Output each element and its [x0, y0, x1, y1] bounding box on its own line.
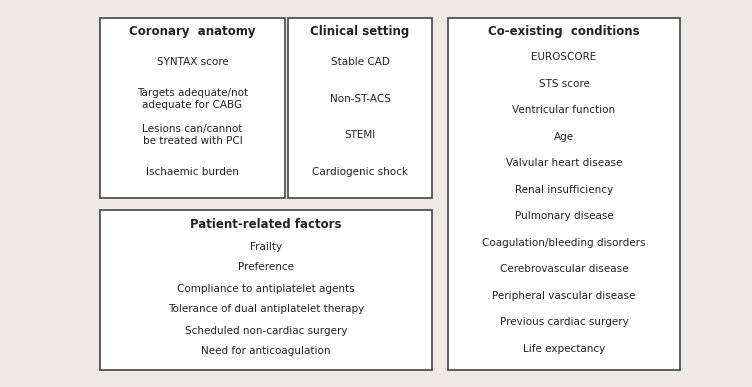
Text: STEMI: STEMI	[344, 130, 376, 140]
Text: Life expectancy: Life expectancy	[523, 344, 605, 354]
Text: Pulmonary disease: Pulmonary disease	[514, 211, 614, 221]
Bar	[100, 18, 285, 198]
Text: Lesions can/cannot
be treated with PCI: Lesions can/cannot be treated with PCI	[142, 125, 243, 146]
Text: Compliance to antiplatelet agents: Compliance to antiplatelet agents	[177, 284, 355, 293]
Text: Coronary  anatomy: Coronary anatomy	[129, 26, 256, 38]
Text: Ventricular function: Ventricular function	[512, 105, 616, 115]
Text: Frailty: Frailty	[250, 241, 282, 252]
Text: Scheduled non-cardiac surgery: Scheduled non-cardiac surgery	[185, 325, 347, 336]
Text: EUROSCORE: EUROSCORE	[532, 52, 596, 62]
Bar	[448, 18, 680, 370]
Bar	[100, 210, 432, 370]
Text: Age: Age	[554, 132, 574, 142]
Text: Cerebrovascular disease: Cerebrovascular disease	[500, 264, 628, 274]
Text: Co-existing  conditions: Co-existing conditions	[488, 26, 640, 38]
Text: Need for anticoagulation: Need for anticoagulation	[202, 346, 331, 356]
Text: Peripheral vascular disease: Peripheral vascular disease	[493, 291, 635, 301]
Text: Clinical setting: Clinical setting	[311, 26, 410, 38]
Text: Non-ST-ACS: Non-ST-ACS	[329, 94, 390, 104]
Text: SYNTAX score: SYNTAX score	[156, 57, 229, 67]
Text: STS score: STS score	[538, 79, 590, 89]
Text: Cardiogenic shock: Cardiogenic shock	[312, 167, 408, 177]
Text: Preference: Preference	[238, 262, 294, 272]
Text: Ischaemic burden: Ischaemic burden	[146, 167, 239, 177]
Text: Previous cardiac surgery: Previous cardiac surgery	[499, 317, 629, 327]
Text: Valvular heart disease: Valvular heart disease	[506, 158, 622, 168]
Text: Patient-related factors: Patient-related factors	[190, 217, 341, 231]
Text: Coagulation/bleeding disorders: Coagulation/bleeding disorders	[482, 238, 646, 248]
Text: Tolerance of dual antiplatelet therapy: Tolerance of dual antiplatelet therapy	[168, 305, 364, 315]
Text: Stable CAD: Stable CAD	[331, 57, 390, 67]
Text: Targets adequate/not
adequate for CABG: Targets adequate/not adequate for CABG	[137, 88, 248, 110]
Bar	[288, 18, 432, 198]
Text: Renal insufficiency: Renal insufficiency	[515, 185, 613, 195]
